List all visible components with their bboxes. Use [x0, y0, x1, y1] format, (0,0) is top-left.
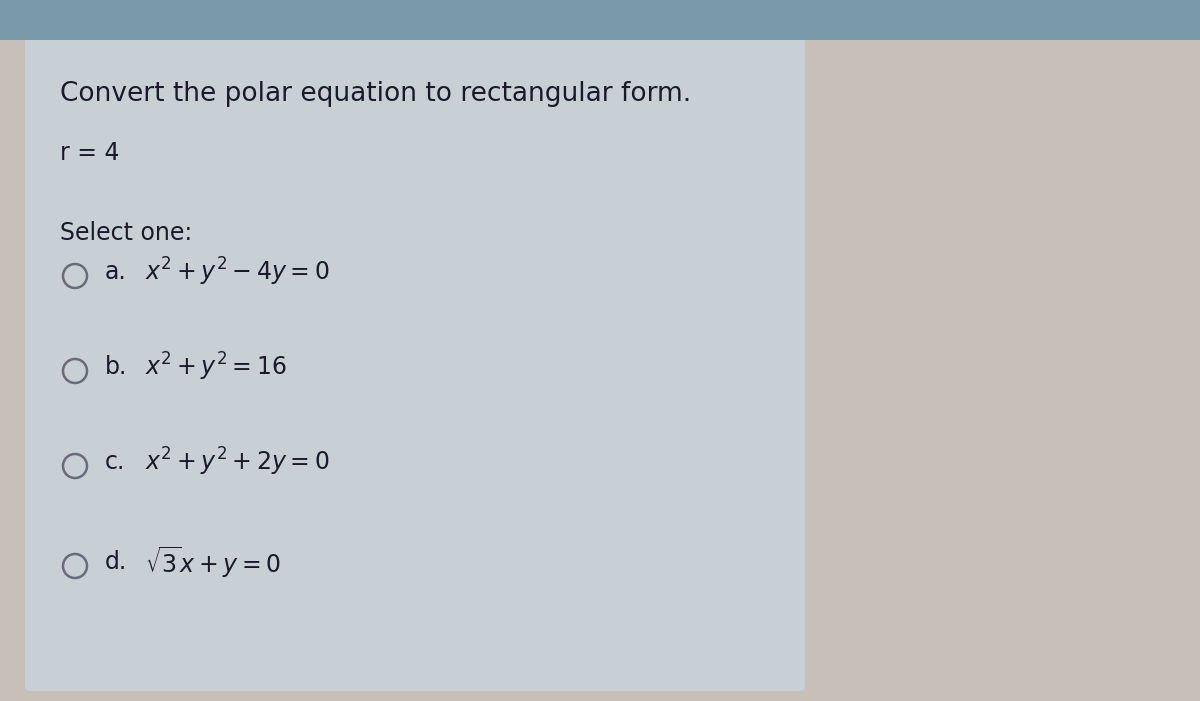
Text: r = 4: r = 4 [60, 141, 120, 165]
Text: Convert the polar equation to rectangular form.: Convert the polar equation to rectangula… [60, 81, 691, 107]
Bar [0, 0, 1200, 40]
FancyBboxPatch shape [25, 35, 805, 691]
Text: d.: d. [106, 550, 127, 574]
Text: b.: b. [106, 355, 127, 379]
Text: $x^2 + y^2 - 4y = 0$: $x^2 + y^2 - 4y = 0$ [145, 256, 330, 288]
Text: a.: a. [106, 260, 127, 284]
Text: c.: c. [106, 450, 125, 474]
Text: $x^2 + y^2 + 2y = 0$: $x^2 + y^2 + 2y = 0$ [145, 446, 330, 478]
Text: $\sqrt{3}x + y = 0$: $\sqrt{3}x + y = 0$ [145, 544, 281, 580]
Text: $x^2 + y^2 = 16$: $x^2 + y^2 = 16$ [145, 351, 287, 383]
Text: Select one:: Select one: [60, 221, 192, 245]
